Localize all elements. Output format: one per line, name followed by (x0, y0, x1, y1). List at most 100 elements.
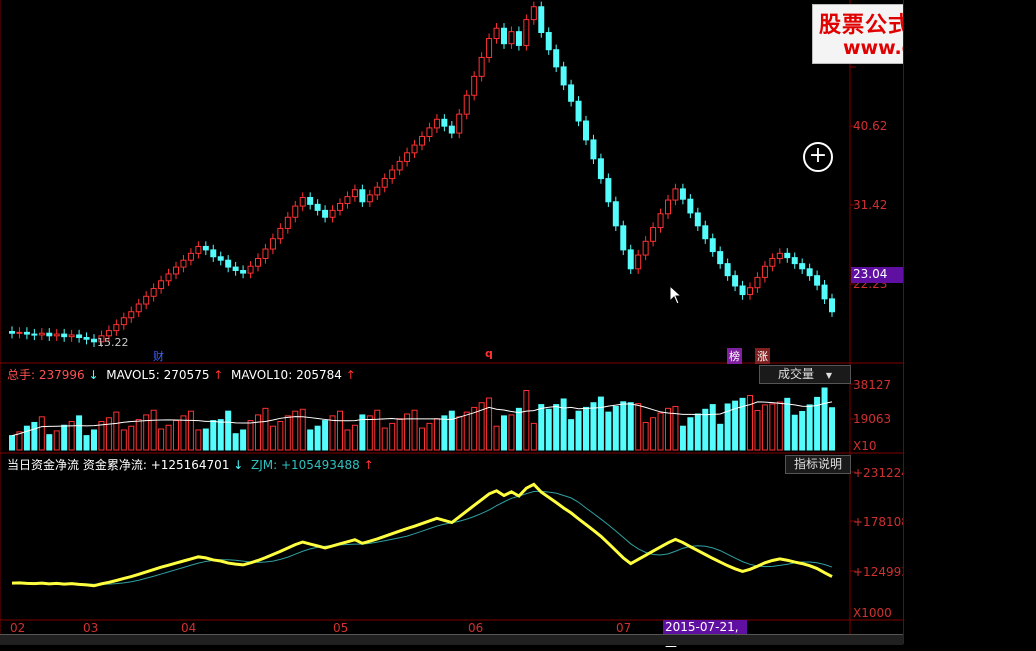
candle-body (739, 285, 746, 296)
volume-bar (31, 421, 38, 451)
volume-bar (195, 429, 202, 451)
candle-body (538, 6, 545, 34)
candle-body (396, 160, 403, 171)
volume-bar (523, 390, 530, 451)
candle-body (702, 225, 709, 240)
volume-bar (120, 429, 127, 451)
volume-bar (53, 430, 60, 451)
plus-circle-icon[interactable]: + (803, 142, 833, 172)
volume-bar (501, 415, 507, 451)
volume-bar (590, 402, 597, 451)
volume-bar (672, 405, 679, 451)
candle-body (456, 113, 463, 134)
volume-bar (255, 414, 261, 451)
volume-bar (292, 410, 299, 451)
candle-body (173, 266, 179, 275)
x-tick-03: 03 (83, 621, 99, 635)
candle-body (650, 227, 657, 242)
vol-total-label: 总手: (7, 368, 36, 382)
vol-tick-1: 38127 (853, 378, 892, 392)
volume-bar (389, 422, 396, 451)
volume-bar (68, 421, 75, 451)
volume-bar (381, 427, 388, 451)
volume-bar (128, 425, 135, 451)
volume-bar (98, 421, 105, 451)
candle-body (113, 324, 120, 332)
volume-bar (650, 417, 657, 451)
candle-body (478, 56, 485, 77)
volume-bar (83, 435, 90, 451)
volume-bar (448, 410, 455, 451)
bottom-tab-strip[interactable] (0, 634, 903, 645)
candle-body (314, 203, 321, 211)
vol-ma5-value: 270575 (163, 368, 210, 382)
volume-bar (784, 397, 791, 451)
indicator-dropdown[interactable]: 成交量 ▼ (759, 365, 851, 384)
event-tag-limit[interactable]: 涨 (755, 348, 770, 364)
candle-body (769, 257, 776, 267)
up-arrow-icon: ↑ (213, 368, 224, 382)
volume-bar (478, 402, 485, 451)
cap-tick-3: +124993 (853, 565, 909, 579)
volume-bar (687, 417, 694, 451)
low-price-label: 15.22 (97, 336, 129, 349)
candle-body (61, 333, 68, 338)
volume-bar (814, 396, 821, 451)
volume-bar (829, 407, 835, 451)
volume-bar (299, 408, 306, 451)
candle-body (187, 252, 194, 261)
candle-body (523, 19, 530, 46)
candle-body (829, 298, 835, 313)
volume-bar (38, 416, 45, 451)
candle-body (46, 332, 53, 337)
cursor-date-label: 2015-07-21,二 (663, 620, 747, 650)
price-tick-1: 40.62 (853, 119, 888, 133)
volume-bar (776, 401, 783, 451)
candle-body (799, 263, 806, 270)
volume-bar (799, 410, 806, 451)
candle-body (150, 288, 157, 297)
candle-body (292, 205, 299, 218)
indicator-help-button[interactable]: 指标说明 (785, 455, 851, 474)
volume-bar (515, 407, 522, 451)
candle-body (195, 245, 202, 254)
volume-bar (359, 414, 366, 451)
candle-body (612, 201, 619, 227)
candle-body (337, 202, 343, 211)
volume-bar (560, 398, 567, 451)
candle-body (31, 333, 38, 336)
candle-body (98, 335, 105, 343)
cap-unit: X1000 (853, 606, 892, 620)
chart-canvas[interactable] (0, 0, 903, 644)
candle-body (16, 331, 23, 334)
volume-bar (158, 428, 165, 451)
price-marker: 23.04 (851, 267, 903, 283)
zjm-line (11, 490, 833, 585)
volume-bar (351, 424, 358, 451)
volume-bar (91, 429, 97, 451)
candle-body (515, 31, 522, 46)
volume-bar (471, 406, 478, 451)
candle-body (806, 268, 813, 277)
volume-bar (732, 400, 739, 451)
candle-body (68, 334, 75, 338)
candle-body (441, 118, 448, 127)
volume-bar (433, 418, 440, 451)
volume-bar (150, 409, 157, 451)
x-tick-07: 07 (616, 621, 632, 635)
event-tag-fin[interactable]: 财 (153, 350, 164, 363)
candle-body (553, 49, 560, 68)
candle-body (426, 127, 433, 137)
candle-body (672, 188, 679, 201)
vol-ma5-label: MAVOL5: (106, 368, 160, 382)
volume-bar (225, 410, 232, 451)
candle-body (665, 199, 671, 215)
candle-body (493, 27, 500, 40)
candle-body (597, 158, 604, 180)
volume-bar (396, 418, 403, 451)
event-tag-q[interactable]: q (485, 347, 493, 360)
event-tag-rank[interactable]: 榜 (727, 348, 742, 364)
candle-body (165, 273, 172, 282)
volume-bar (314, 425, 321, 451)
